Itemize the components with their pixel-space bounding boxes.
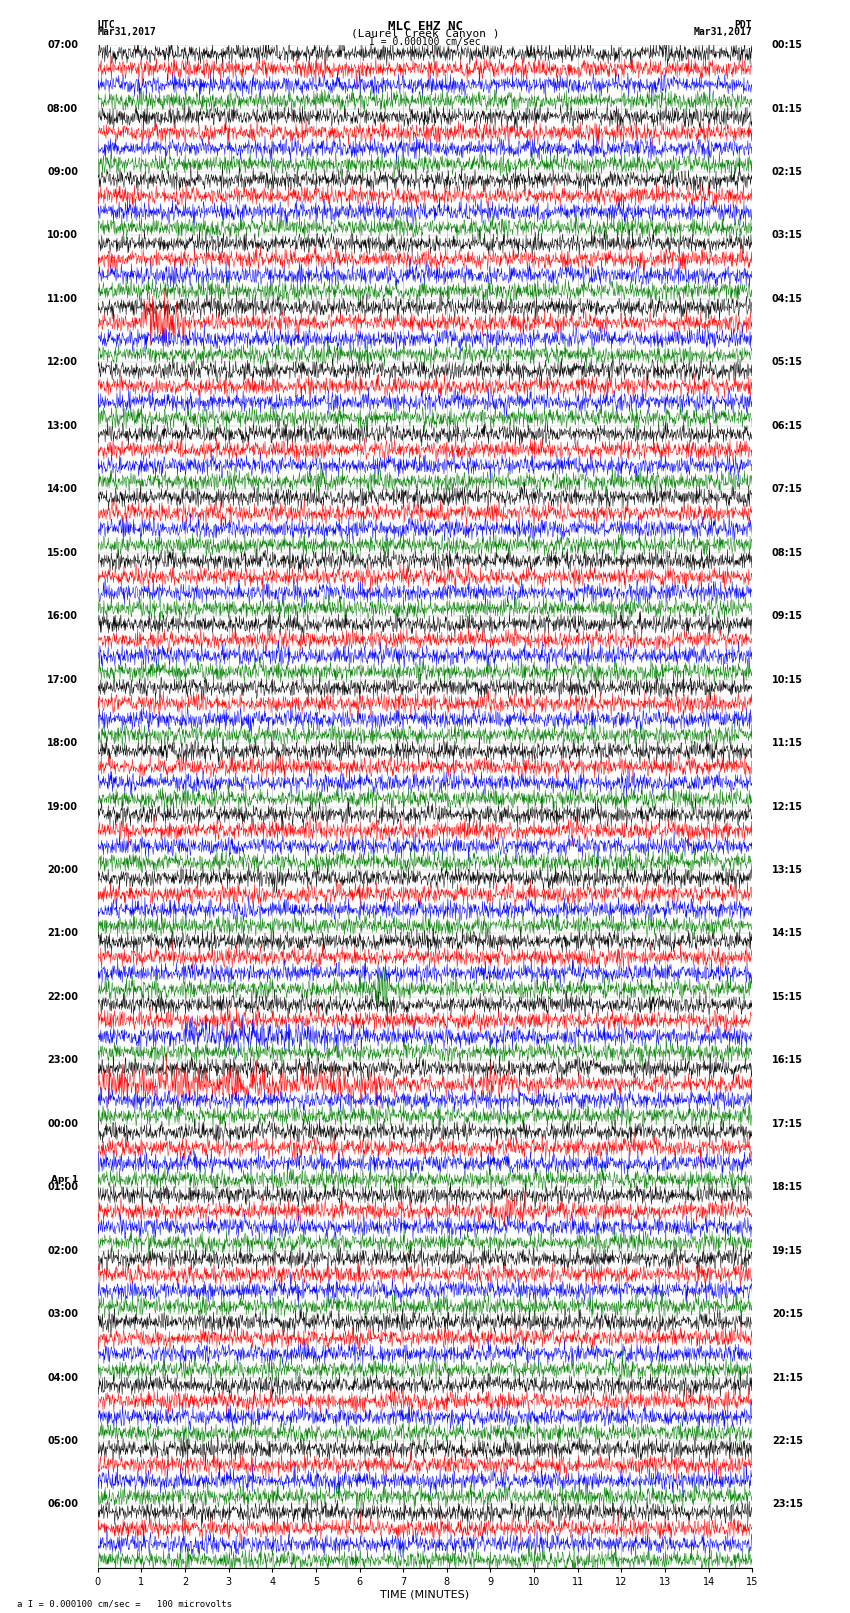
Text: 08:15: 08:15 — [772, 548, 803, 558]
Text: PDT: PDT — [734, 19, 752, 31]
Text: a I = 0.000100 cm/sec =   100 microvolts: a I = 0.000100 cm/sec = 100 microvolts — [17, 1598, 232, 1608]
X-axis label: TIME (MINUTES): TIME (MINUTES) — [381, 1590, 469, 1600]
Text: UTC: UTC — [98, 19, 116, 31]
Text: 17:00: 17:00 — [47, 674, 78, 684]
Text: Apr 1: Apr 1 — [51, 1174, 78, 1184]
Text: 23:00: 23:00 — [47, 1055, 78, 1065]
Text: 19:00: 19:00 — [47, 802, 78, 811]
Text: 15:00: 15:00 — [47, 548, 78, 558]
Text: 18:00: 18:00 — [47, 739, 78, 748]
Text: 11:00: 11:00 — [47, 294, 78, 303]
Text: 21:00: 21:00 — [47, 929, 78, 939]
Text: 06:00: 06:00 — [47, 1500, 78, 1510]
Text: MLC EHZ NC: MLC EHZ NC — [388, 19, 462, 34]
Text: 22:15: 22:15 — [772, 1436, 803, 1445]
Text: 10:15: 10:15 — [772, 674, 803, 684]
Text: 14:15: 14:15 — [772, 929, 803, 939]
Text: 02:15: 02:15 — [772, 168, 803, 177]
Text: 04:15: 04:15 — [772, 294, 803, 303]
Text: Mar31,2017: Mar31,2017 — [98, 26, 156, 37]
Text: 05:15: 05:15 — [772, 358, 803, 368]
Text: 02:00: 02:00 — [47, 1245, 78, 1255]
Text: 14:00: 14:00 — [47, 484, 78, 494]
Text: 12:00: 12:00 — [47, 358, 78, 368]
Text: 23:15: 23:15 — [772, 1500, 803, 1510]
Text: 13:00: 13:00 — [47, 421, 78, 431]
Text: 16:15: 16:15 — [772, 1055, 803, 1065]
Text: 18:15: 18:15 — [772, 1182, 803, 1192]
Text: 15:15: 15:15 — [772, 992, 803, 1002]
Text: 22:00: 22:00 — [47, 992, 78, 1002]
Text: 21:15: 21:15 — [772, 1373, 803, 1382]
Text: 04:00: 04:00 — [47, 1373, 78, 1382]
Text: 10:00: 10:00 — [47, 231, 78, 240]
Text: 09:15: 09:15 — [772, 611, 803, 621]
Text: 13:15: 13:15 — [772, 865, 803, 874]
Text: Mar31,2017: Mar31,2017 — [694, 26, 752, 37]
Text: 20:15: 20:15 — [772, 1310, 803, 1319]
Text: 01:15: 01:15 — [772, 103, 803, 113]
Text: 00:00: 00:00 — [47, 1119, 78, 1129]
Text: 09:00: 09:00 — [47, 168, 78, 177]
Text: 06:15: 06:15 — [772, 421, 803, 431]
Text: 01:00: 01:00 — [47, 1182, 78, 1192]
Text: 05:00: 05:00 — [47, 1436, 78, 1445]
Text: 16:00: 16:00 — [47, 611, 78, 621]
Text: 11:15: 11:15 — [772, 739, 803, 748]
Text: 08:00: 08:00 — [47, 103, 78, 113]
Text: 20:00: 20:00 — [47, 865, 78, 874]
Text: I = 0.000100 cm/sec: I = 0.000100 cm/sec — [369, 37, 481, 47]
Text: 03:00: 03:00 — [47, 1310, 78, 1319]
Text: 19:15: 19:15 — [772, 1245, 803, 1255]
Text: (Laurel Creek Canyon ): (Laurel Creek Canyon ) — [351, 29, 499, 39]
Text: 03:15: 03:15 — [772, 231, 803, 240]
Text: 12:15: 12:15 — [772, 802, 803, 811]
Text: 07:00: 07:00 — [47, 40, 78, 50]
Text: 17:15: 17:15 — [772, 1119, 803, 1129]
Text: 00:15: 00:15 — [772, 40, 803, 50]
Text: 07:15: 07:15 — [772, 484, 803, 494]
